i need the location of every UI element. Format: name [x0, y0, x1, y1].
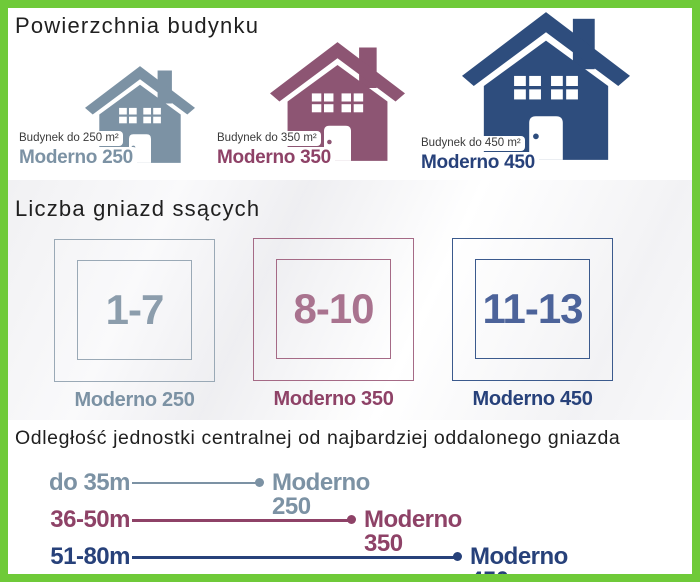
product-name: Moderno 250 — [74, 389, 195, 411]
section-heading-distance: Odległość jednostki centralnej od najbar… — [15, 427, 621, 449]
distance-range: 51-80m — [50, 543, 130, 570]
socket-range-value: 1-7 — [105, 286, 165, 333]
endpoint-dot-icon — [255, 478, 264, 487]
section-heading-socket-count: Liczba gniazd ssących — [15, 196, 261, 221]
product-name: Moderno 450 — [470, 543, 568, 582]
connector-line — [132, 482, 260, 484]
endpoint-dot-icon — [453, 552, 462, 561]
section-heading-building-area: Powierzchnia budynku — [15, 13, 260, 38]
socket-range-value: 11-13 — [482, 285, 583, 332]
product-label-moderno-250: Budynek do 250 m² Moderno 250 — [18, 128, 137, 171]
product-label-moderno-350: Budynek do 350 m² Moderno 350 — [216, 128, 335, 171]
building-size-text: Budynek do 250 m² — [18, 131, 123, 147]
product-name: Moderno 450 — [420, 152, 539, 176]
product-name: Moderno 250 — [272, 469, 370, 520]
building-size-text: Budynek do 450 m² — [420, 136, 525, 152]
inner-square: 11-13 — [475, 259, 590, 359]
product-name: Moderno 350 — [216, 147, 335, 171]
product-name: Moderno 350 — [273, 388, 394, 410]
outer-square: 1-7 — [54, 239, 215, 382]
distance-range: 36-50m — [50, 506, 130, 533]
endpoint-dot-icon — [347, 515, 356, 524]
building-size-text: Budynek do 350 m² — [216, 131, 321, 147]
inner-square: 8-10 — [276, 259, 391, 359]
product-name: Moderno 450 — [472, 388, 593, 410]
outer-square: 8-10 — [253, 238, 414, 381]
distance-range: do 35m — [48, 469, 131, 496]
outer-square: 11-13 — [452, 238, 613, 381]
house-icon-moderno-350 — [270, 42, 405, 161]
socket-count-card-moderno-350: 8-10 Moderno 350 — [253, 238, 414, 411]
product-name: Moderno 350 — [364, 506, 462, 557]
connector-line — [132, 519, 352, 522]
product-name: Moderno 250 — [18, 147, 137, 171]
socket-range-value: 8-10 — [293, 285, 374, 332]
socket-count-card-moderno-450: 11-13 Moderno 450 — [452, 238, 613, 411]
house-icon-moderno-450 — [462, 12, 630, 160]
inner-square: 1-7 — [77, 260, 192, 360]
connector-line — [132, 556, 458, 559]
product-label-moderno-450: Budynek do 450 m² Moderno 450 — [420, 133, 539, 176]
socket-count-card-moderno-250: 1-7 Moderno 250 — [54, 239, 215, 412]
